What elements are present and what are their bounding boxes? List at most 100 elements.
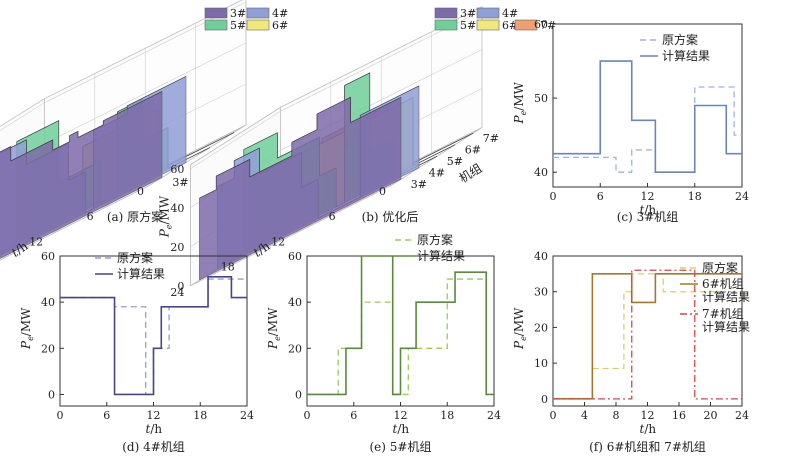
y-axis-label-c: Pe/MW (512, 81, 528, 124)
x-axis-label-c-t: t (640, 203, 645, 217)
x-tick-label-e: 24 (487, 409, 501, 422)
x-tick-label-f: 12 (641, 409, 655, 422)
x-axis-label-e-h: /h (397, 422, 409, 436)
x-tick-label-e: 18 (440, 409, 454, 422)
y-tick-label-e: 0 (295, 388, 302, 401)
legend-label-e-0: 原方案 (417, 232, 453, 247)
y-axis-label-e-p: P (266, 340, 280, 350)
x-tick-label-c: 6 (597, 190, 604, 203)
x-tick-label-d: 0 (57, 409, 64, 422)
y-axis-label-f-p: P (512, 340, 526, 350)
unit-label-a: 3# (172, 176, 188, 189)
z-tick-label-b: 60 (170, 163, 184, 176)
x-tick-label-f: 4 (581, 409, 588, 422)
caption-e: (e) 5#机组 (370, 440, 432, 454)
legend-label-b-4: 7# (540, 19, 556, 32)
y-axis-label-c-p: P (512, 115, 526, 125)
x-axis-label-c: t/h (640, 203, 657, 217)
legend-label-a-0: 3# (230, 7, 246, 20)
x-axis-label-f-h: /h (644, 422, 656, 436)
legend-swatch-a-3 (246, 19, 270, 31)
legend-label-c-1: 计算结果 (662, 48, 710, 63)
x-tick-label-c: 0 (550, 190, 557, 203)
t-tick-label-b: 12 (271, 235, 285, 248)
legend-label-a-2: 5# (230, 19, 246, 32)
unit-label-b: 3# (411, 178, 427, 191)
legend-swatch-a-2 (204, 19, 228, 31)
unit-label-b: 5# (447, 155, 463, 168)
x-tick-label-d: 6 (103, 409, 110, 422)
legend-label-f-2: 7#机组计算结果 (702, 307, 750, 334)
x-tick-label-f: 8 (613, 409, 620, 422)
legend-swatch-b-4 (514, 19, 538, 31)
series-line-d-1 (60, 275, 247, 396)
legend-swatch-b-0 (434, 7, 458, 19)
unit-label-b: 7# (483, 132, 499, 145)
y-axis-label-f: Pe/MW (512, 307, 528, 350)
legend-label-d-1: 计算结果 (117, 266, 165, 281)
y-tick-label-f: 30 (534, 286, 548, 299)
x-tick-label-d: 18 (193, 409, 207, 422)
x-tick-label-f: 20 (704, 409, 718, 422)
y-axis-label-f-e: e (519, 336, 528, 341)
series-line-c-0 (553, 86, 742, 173)
y-axis-label-d-e: e (26, 336, 35, 341)
y-axis-label-e-mw: /MW (266, 307, 280, 336)
y-axis-label-d: Pe/MW (19, 307, 35, 350)
z-axis-label-b-mw: /MW (157, 195, 171, 224)
y-tick-label-d: 60 (41, 250, 55, 263)
legend-label-a-3: 6# (272, 19, 288, 32)
legend-label-b-0: 3# (460, 7, 476, 20)
x-tick-label-f: 16 (672, 409, 686, 422)
y-tick-label-f: 0 (541, 393, 548, 406)
legend-label-f-2-line: 计算结果 (702, 319, 750, 334)
series-line-e-1 (307, 255, 494, 396)
x-tick-label-d: 12 (147, 409, 161, 422)
y-tick-label-e: 40 (288, 296, 302, 309)
y-tick-label-c: 50 (534, 92, 548, 105)
x-axis-label-d: t/h (146, 422, 163, 436)
y-tick-label-f: 40 (534, 250, 548, 263)
grid-level-b (190, 10, 483, 170)
legend-swatch-a-1 (246, 7, 270, 19)
z-tick-label-b: 40 (170, 202, 184, 215)
x-tick-label-e: 12 (394, 409, 408, 422)
legend-label-f-0: 原方案 (702, 260, 738, 275)
x-tick-label-c: 12 (641, 190, 655, 203)
x-tick-label-e: 6 (350, 409, 357, 422)
panel-a-3d-original: 0204060061218243#4#5#6#Pe/MWt/h机组3#4#5#6… (0, 0, 288, 261)
y-axis-label-e-e: e (273, 336, 282, 341)
y-tick-label-d: 20 (41, 342, 55, 355)
caption-d: (d) 4#机组 (122, 440, 185, 454)
x-tick-label-d: 24 (240, 409, 254, 422)
caption-f: (f) 6#机组和 7#机组 (589, 440, 706, 454)
x-axis-label-f: t/h (640, 422, 657, 436)
legend-label-e-1: 计算结果 (417, 248, 465, 263)
unit-label-b: 4# (429, 167, 445, 180)
x-axis-label-e: t/h (393, 422, 410, 436)
ribbon-edge-a-0 (0, 91, 163, 162)
grid-level-a (0, 1, 247, 131)
y-axis-label-e: Pe/MW (266, 307, 282, 350)
t-tick-label-a: 6 (87, 210, 94, 223)
t-tick-label-a: 0 (137, 185, 144, 198)
z-axis-label-b-p: P (157, 228, 171, 238)
x-axis-label-d-t: t (146, 422, 151, 436)
y-axis-label-f-mw: /MW (512, 307, 526, 336)
legend-label-f-1-line: 计算结果 (702, 289, 750, 304)
series-line-c-1 (553, 60, 742, 173)
y-tick-label-c: 60 (534, 18, 548, 31)
legend-label-f-2-line: 7#机组 (702, 307, 744, 321)
unit-label-b: 6# (465, 144, 481, 157)
caption-a: (a) 原方案 (107, 209, 163, 224)
t-tick-label-b: 6 (329, 210, 336, 223)
t-tick-label-b: 24 (170, 286, 184, 299)
y-tick-label-f: 10 (534, 357, 548, 370)
x-tick-label-f: 24 (735, 409, 749, 422)
x-axis-label-f-t: t (640, 422, 645, 436)
